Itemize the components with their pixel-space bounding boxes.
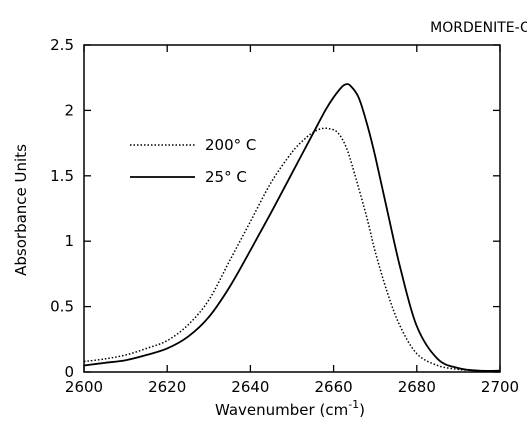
x-axis-label: Wavenumber (cm-1) [215,398,365,419]
x-axis-label-superscript: -1 [348,398,359,411]
x-tick-label: 2700 [481,378,519,396]
x-tick-label: 2600 [65,378,103,396]
legend-label-200c: 200° C [205,136,256,154]
y-tick-label: 2.5 [50,36,74,54]
y-tick-label: 0.5 [50,298,74,316]
x-tick-label: 2620 [148,378,186,396]
tick-labels: 2600 2620 2640 2660 2680 2700 0 0.5 1 1.5 2 2.5 [50,36,519,396]
x-axis-label-main: Wavenumber (cm [215,401,348,419]
x-tick-label: 2660 [315,378,353,396]
y-tick-label: 1.5 [50,167,74,185]
x-axis-label-close: ) [359,401,365,419]
x-tick-label: 2640 [231,378,269,396]
series-layer [83,83,501,372]
y-tick-label: 1 [64,232,74,250]
plot-frame [83,44,501,373]
legend: 200° C 25° C [130,136,256,186]
axis-ticks [83,44,501,373]
series-line-25c [83,83,501,372]
y-tick-label: 2 [64,101,74,119]
series-line-200c [83,127,501,372]
chart-title: MORDENITE-OD [430,20,527,36]
x-tick-label: 2680 [398,378,436,396]
y-tick-label: 0 [64,363,74,381]
y-axis-label: Absorbance Units [12,144,30,276]
legend-label-25c: 25° C [205,168,247,186]
